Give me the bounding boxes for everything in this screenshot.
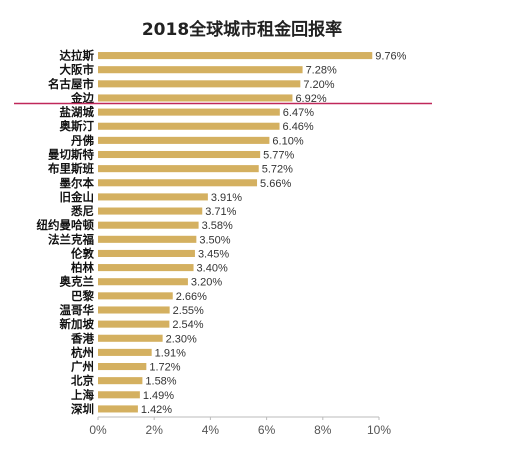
bar-1	[98, 66, 303, 74]
value-label-20: 2.30%	[166, 333, 197, 345]
category-label-18: 温哥华	[60, 303, 95, 317]
value-label-2: 7.20%	[303, 79, 334, 91]
value-label-4: 6.47%	[283, 107, 314, 119]
x-tick-label-0: 0%	[89, 423, 107, 437]
category-label-13: 法兰克福	[48, 232, 94, 246]
value-label-21: 1.91%	[155, 347, 186, 359]
bar-14	[98, 249, 195, 257]
bar-22	[98, 362, 147, 371]
category-label-8: 布里斯班	[47, 162, 94, 176]
category-label-5: 奥斯汀	[59, 119, 95, 133]
category-label-3: 金边	[70, 91, 94, 105]
value-label-5: 6.46%	[283, 121, 314, 133]
chart-title: 2018全球城市租金回报率	[142, 19, 342, 40]
bar-11	[98, 207, 203, 215]
category-label-2: 名古屋市	[48, 77, 94, 91]
category-label-1: 大阪市	[60, 63, 95, 77]
bar-9	[98, 179, 258, 187]
bars-group: 达拉斯 9.76% 大阪市 7.28% 名古屋市 7.20% 金边 6.92% 盐湖城 6.47%…	[14, 49, 432, 416]
category-label-21: 杭州	[71, 345, 94, 359]
category-label-0: 达拉斯	[60, 49, 95, 63]
category-label-23: 北京	[71, 374, 94, 388]
value-label-14: 3.45%	[198, 248, 229, 260]
value-label-1: 7.28%	[306, 65, 337, 77]
bar-17	[98, 292, 173, 300]
bar-5	[98, 122, 280, 130]
value-label-22: 1.72%	[149, 362, 180, 374]
bar-24	[98, 391, 140, 399]
bar-16	[98, 278, 188, 286]
category-label-4: 盐湖城	[60, 105, 95, 119]
category-label-11: 悉尼	[70, 204, 94, 218]
bar-2	[98, 80, 301, 88]
category-label-7: 曼切斯特	[48, 148, 94, 162]
category-label-24: 上海	[71, 388, 94, 402]
value-label-23: 1.58%	[145, 376, 176, 388]
bar-15	[98, 264, 194, 272]
value-label-19: 2.54%	[172, 319, 203, 331]
value-label-0: 9.76%	[375, 51, 406, 63]
x-tick-label-5: 10%	[367, 423, 391, 437]
bar-8	[98, 165, 259, 173]
category-label-16: 奥克兰	[59, 275, 95, 289]
value-label-24: 1.49%	[143, 390, 174, 402]
value-label-6: 6.10%	[272, 135, 303, 147]
bar-13	[98, 235, 197, 243]
value-label-11: 3.71%	[205, 206, 236, 218]
value-label-9: 5.66%	[260, 178, 291, 190]
bar-7	[98, 150, 261, 159]
category-label-10: 旧金山	[60, 190, 95, 204]
category-label-9: 墨尔本	[60, 176, 95, 190]
category-label-12: 纽约曼哈顿	[37, 218, 95, 232]
value-label-3: 6.92%	[295, 93, 326, 105]
bar-4	[98, 108, 280, 116]
value-label-16: 3.20%	[191, 277, 222, 289]
value-label-7: 5.77%	[263, 150, 294, 162]
value-label-25: 1.42%	[141, 404, 172, 416]
bar-6	[98, 136, 270, 144]
category-label-20: 香港	[70, 331, 94, 345]
category-label-17: 巴黎	[71, 289, 94, 303]
value-label-10: 3.91%	[211, 192, 242, 204]
x-tick-label-1: 2%	[146, 423, 164, 437]
value-label-12: 3.58%	[202, 220, 233, 232]
value-label-13: 3.50%	[199, 234, 230, 246]
category-label-22: 广州	[71, 360, 94, 374]
category-label-19: 新加坡	[60, 317, 95, 331]
bar-3	[98, 94, 293, 102]
category-label-6: 丹佛	[71, 133, 94, 147]
x-axis: 0% 2% 4% 6% 8% 10%	[89, 416, 391, 437]
bar-21	[98, 348, 152, 356]
x-tick-label-2: 4%	[202, 423, 220, 437]
value-label-8: 5.72%	[262, 164, 293, 176]
bar-12	[98, 221, 199, 229]
bar-19	[98, 320, 170, 328]
value-label-18: 2.55%	[173, 305, 204, 317]
x-tick-label-4: 8%	[314, 423, 332, 437]
bar-20	[98, 334, 163, 342]
bar-0	[98, 52, 373, 60]
category-label-15: 柏林	[71, 261, 94, 275]
bar-18	[98, 306, 170, 314]
bar-25	[98, 405, 138, 413]
bar-23	[98, 377, 143, 385]
x-tick-label-3: 6%	[258, 423, 276, 437]
bar-10	[98, 193, 208, 201]
category-label-25: 深圳	[71, 402, 94, 416]
value-label-15: 3.40%	[197, 263, 228, 275]
category-label-14: 伦敦	[71, 246, 94, 260]
value-label-17: 2.66%	[176, 291, 207, 303]
